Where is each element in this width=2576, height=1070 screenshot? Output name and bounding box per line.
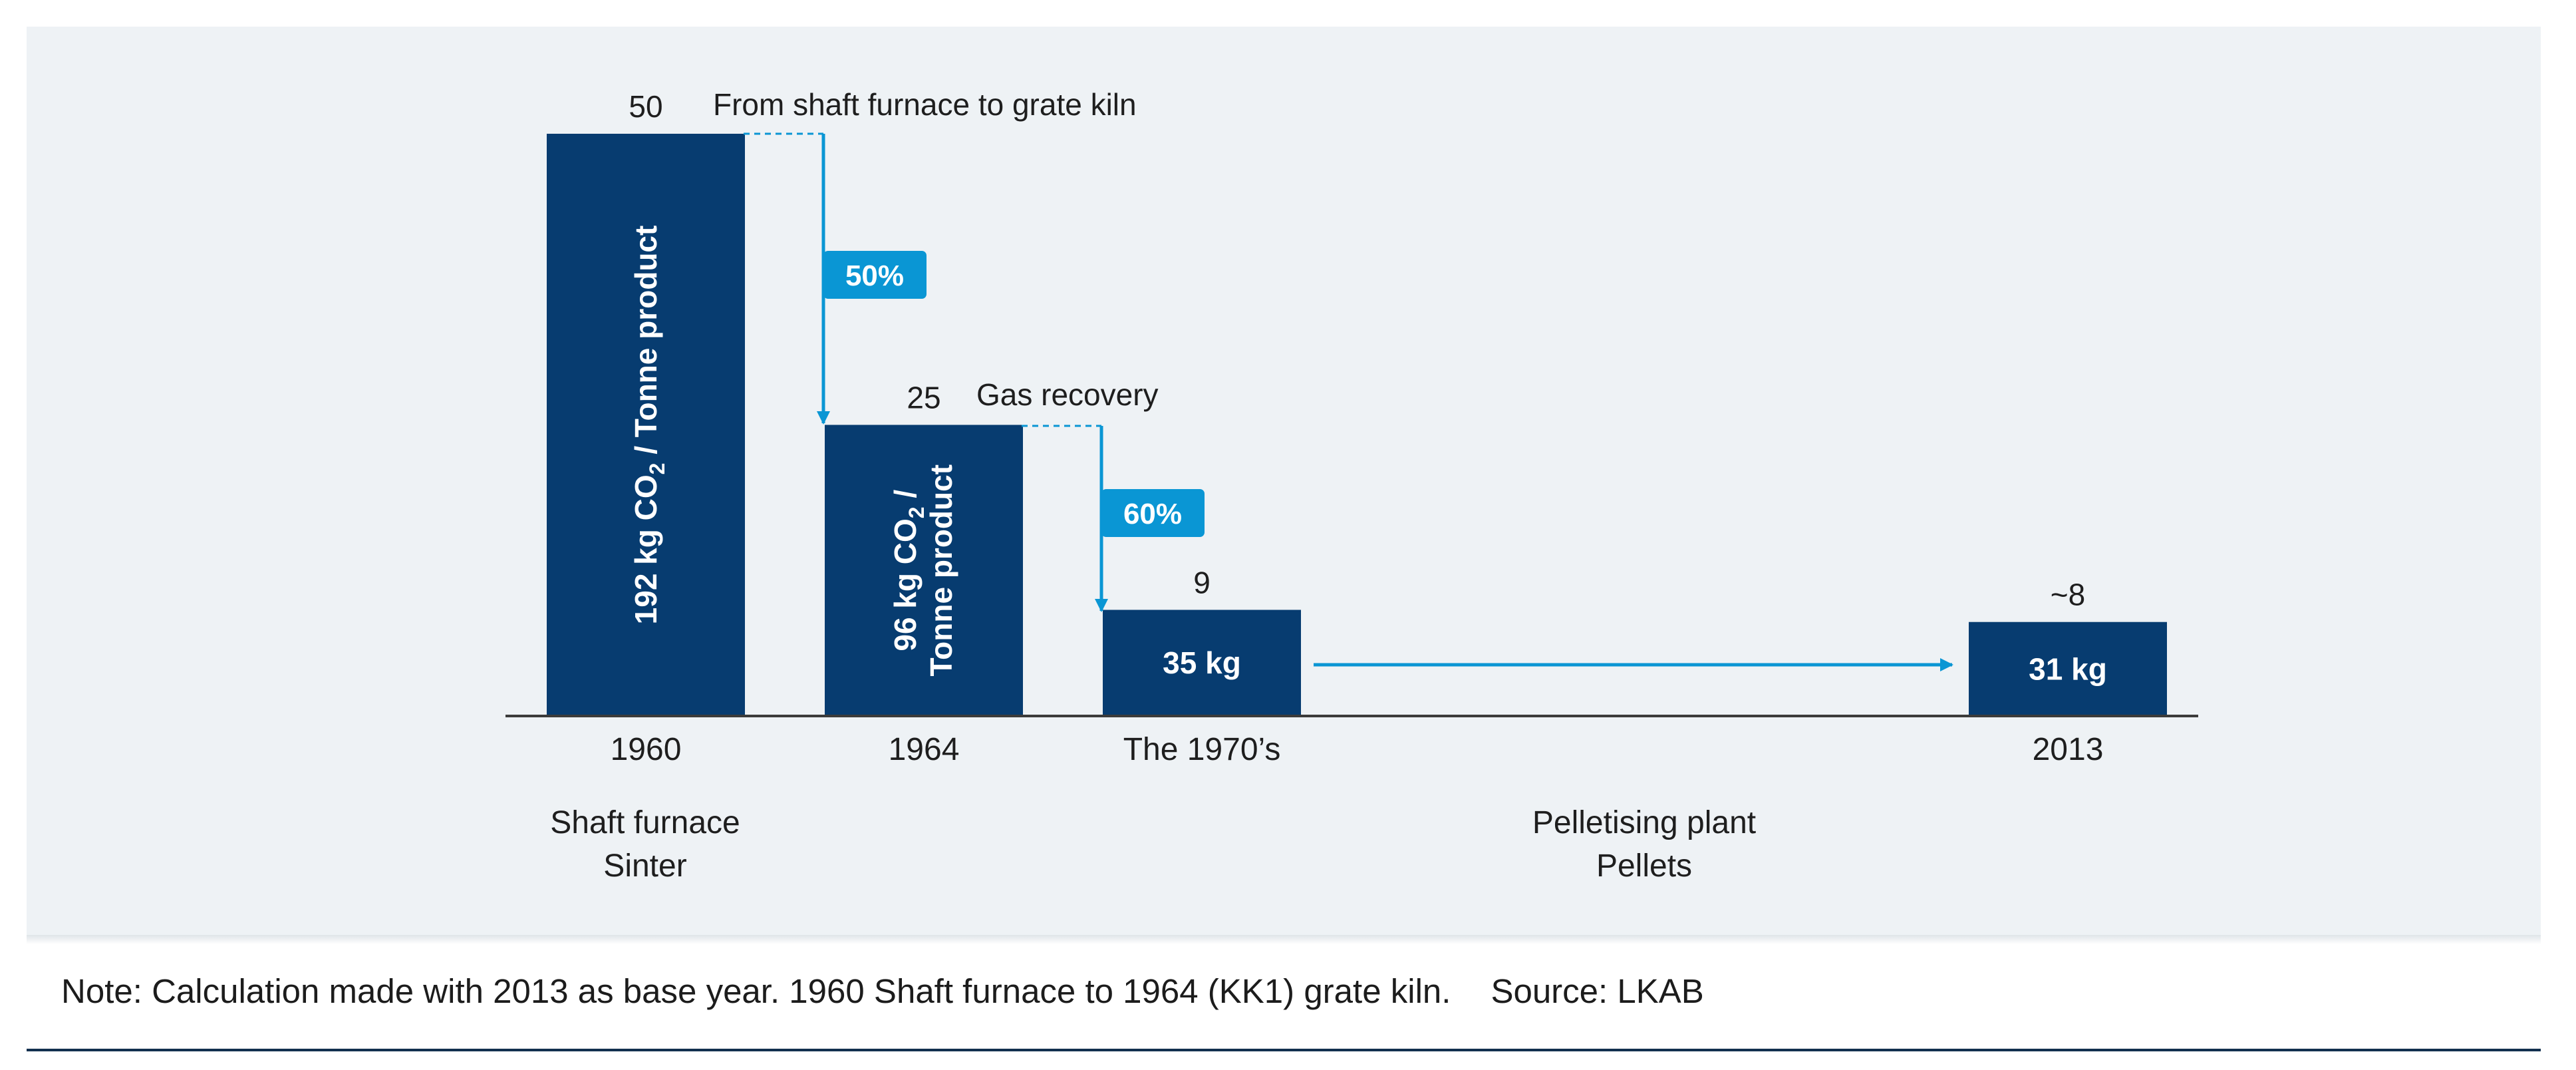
bar-2013 bbox=[1969, 622, 2167, 716]
reduction-label-60: 60% bbox=[1123, 498, 1182, 530]
bar-label-1970s: 35 kg bbox=[1163, 645, 1241, 680]
reduction-badge-50 bbox=[823, 251, 927, 299]
bottom-rule bbox=[27, 1049, 2541, 1051]
reduction-badge-60 bbox=[1101, 489, 1205, 537]
group-label-shaft-furnace: Shaft furnace bbox=[550, 805, 740, 840]
bar-label-1964-line2: Tonne product bbox=[924, 464, 958, 677]
footnote-source: Source: LKAB bbox=[1491, 972, 1704, 1010]
panel-shadow bbox=[27, 935, 2541, 944]
index-value-1960: 50 bbox=[629, 89, 662, 124]
bar-1960 bbox=[547, 134, 745, 716]
category-label-1960: 1960 bbox=[611, 732, 682, 767]
reduction-label-50: 50% bbox=[845, 260, 904, 292]
chart-panel bbox=[27, 27, 2541, 935]
bar-1970s bbox=[1103, 610, 1301, 716]
group-label-pellets: Pellets bbox=[1596, 848, 1692, 884]
index-value-2013: ~8 bbox=[2051, 578, 2085, 612]
bar-label-2013: 31 kg bbox=[2029, 651, 2107, 686]
bar-1964 bbox=[825, 425, 1023, 716]
co2-reduction-chart: 192 kg CO2 / Tonne product 96 kg CO2 / T… bbox=[505, 87, 2198, 884]
group-label-sinter: Sinter bbox=[603, 848, 686, 884]
bar-label-1964-line1: 96 kg CO2 / bbox=[888, 490, 929, 651]
index-value-1964: 25 bbox=[907, 381, 940, 415]
index-value-1970s: 9 bbox=[1193, 565, 1211, 600]
footnote: Note: Calculation made with 2013 as base… bbox=[61, 972, 1704, 1011]
category-label-2013: 2013 bbox=[2033, 732, 2104, 767]
bar-label-1960: 192 kg CO2 / Tonne product bbox=[629, 226, 669, 625]
category-label-1964: 1964 bbox=[889, 732, 960, 767]
annotation-gas-recovery: Gas recovery bbox=[976, 377, 1159, 412]
group-label-pelletising-plant: Pelletising plant bbox=[1532, 805, 1756, 840]
footnote-note: Note: Calculation made with 2013 as base… bbox=[61, 972, 1451, 1010]
annotation-shaft-to-grate-kiln: From shaft furnace to grate kiln bbox=[713, 87, 1137, 122]
category-label-1970s: The 1970’s bbox=[1123, 732, 1281, 767]
